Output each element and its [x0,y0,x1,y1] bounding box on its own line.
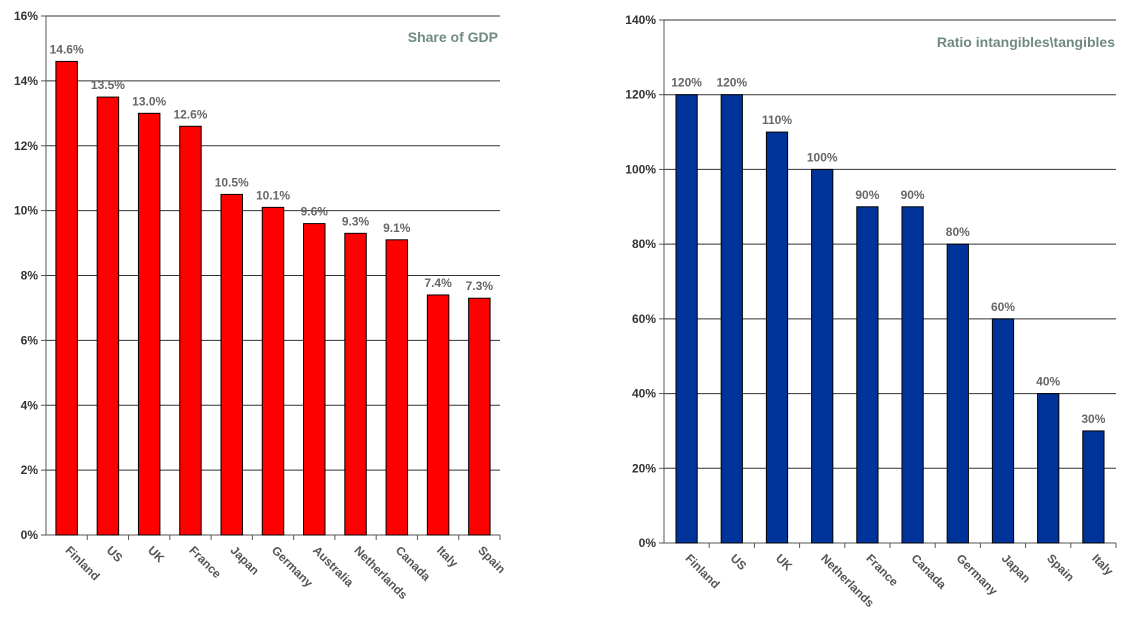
y-tick-label: 2% [21,463,39,477]
bar-france [856,206,879,544]
chart-title: Ratio intangibles\tangibles [937,34,1115,50]
y-tick-label: 10% [14,204,38,218]
data-label: 7.3% [466,279,494,293]
data-label: 30% [1081,412,1105,426]
bar-canada [901,206,924,544]
bar-us [720,94,743,544]
data-label: 90% [901,188,925,202]
x-tick-label: Finland [63,543,103,583]
y-tick-label: 60% [632,312,656,326]
y-tick-label: 12% [14,139,38,153]
y-tick-label: 120% [625,88,656,102]
share-of-gdp-chart: Share of GDP 0% 2% 4% 6% 8% 10% 12% 14% 16% 14.6%… [14,9,508,602]
x-tick-label: Canada [393,543,434,584]
bar-spain [1037,393,1060,544]
x-tick-label: UK [145,543,167,565]
x-tick-label: US [104,543,126,565]
y-tick-label: 100% [625,162,656,176]
bar-us [96,96,120,536]
data-label: 120% [716,76,747,90]
data-label: 7.4% [424,276,452,290]
x-tick-label: Finland [682,551,722,591]
data-label: 90% [855,188,879,202]
data-label: 10.1% [256,188,290,202]
chart-title: Share of GDP [408,29,498,45]
data-label: 13.0% [132,94,166,108]
bar-japan [991,318,1015,544]
x-tick-label: Italy [1089,551,1116,578]
data-label: 9.1% [383,221,411,235]
bar-netherlands [344,232,367,536]
x-tick-label: Germany [954,551,1001,598]
data-label: 10.5% [215,175,249,189]
bar-uk [137,112,161,536]
bar-italy [426,294,450,536]
y-tick-label: 8% [21,269,39,283]
y-tick-label: 14% [14,74,38,88]
data-label: 100% [807,150,838,164]
x-tick-label: Australia [310,543,356,589]
x-tick-label: Spain [1044,551,1077,584]
bar-australia [303,223,326,536]
bar-canada [385,239,409,536]
x-tick-label: UK [773,551,795,573]
bar-germany [261,206,285,536]
ratio-intangibles-chart: Ratio intangibles\tangibles 0% 20% 40% 60% 8… [625,13,1117,610]
data-label: 9.6% [301,205,329,219]
y-tick-label: 6% [21,333,39,347]
y-tick-label: 16% [14,9,38,23]
x-tick-label: Japan [228,543,262,577]
y-tick-label: 40% [632,387,656,401]
x-tick-label: Spain [475,543,508,576]
y-tick-label: 80% [632,237,656,251]
bar-finland [675,94,698,544]
bar-netherlands [811,168,834,544]
data-label: 40% [1036,375,1060,389]
data-label: 14.6% [50,42,84,56]
data-label: 120% [671,76,702,90]
data-label: 13.5% [91,78,125,92]
bar-germany [946,243,969,544]
y-tick-label: 4% [21,398,39,412]
y-tick-label: 0% [639,536,657,550]
data-label: 12.6% [173,107,207,121]
x-tick-label: Canada [908,551,949,592]
data-label: 9.3% [342,214,370,228]
bar-japan [220,193,243,536]
bar-uk [765,131,789,544]
x-tick-label: France [186,543,224,581]
x-tick-label: Germany [269,543,316,590]
y-tick-label: 0% [21,528,39,542]
x-tick-label: Japan [999,551,1033,585]
data-label: 60% [991,300,1015,314]
x-tick-label: US [728,551,750,573]
y-tick-label: 140% [625,13,656,27]
bar-finland [55,60,78,536]
bar-spain [468,297,491,536]
bar-italy [1082,430,1105,544]
bar-france [179,125,202,536]
data-label: 80% [946,225,970,239]
x-tick-label: Italy [434,543,461,570]
x-tick-label: France [863,551,901,589]
data-label: 110% [762,113,792,127]
y-tick-label: 20% [632,461,656,475]
